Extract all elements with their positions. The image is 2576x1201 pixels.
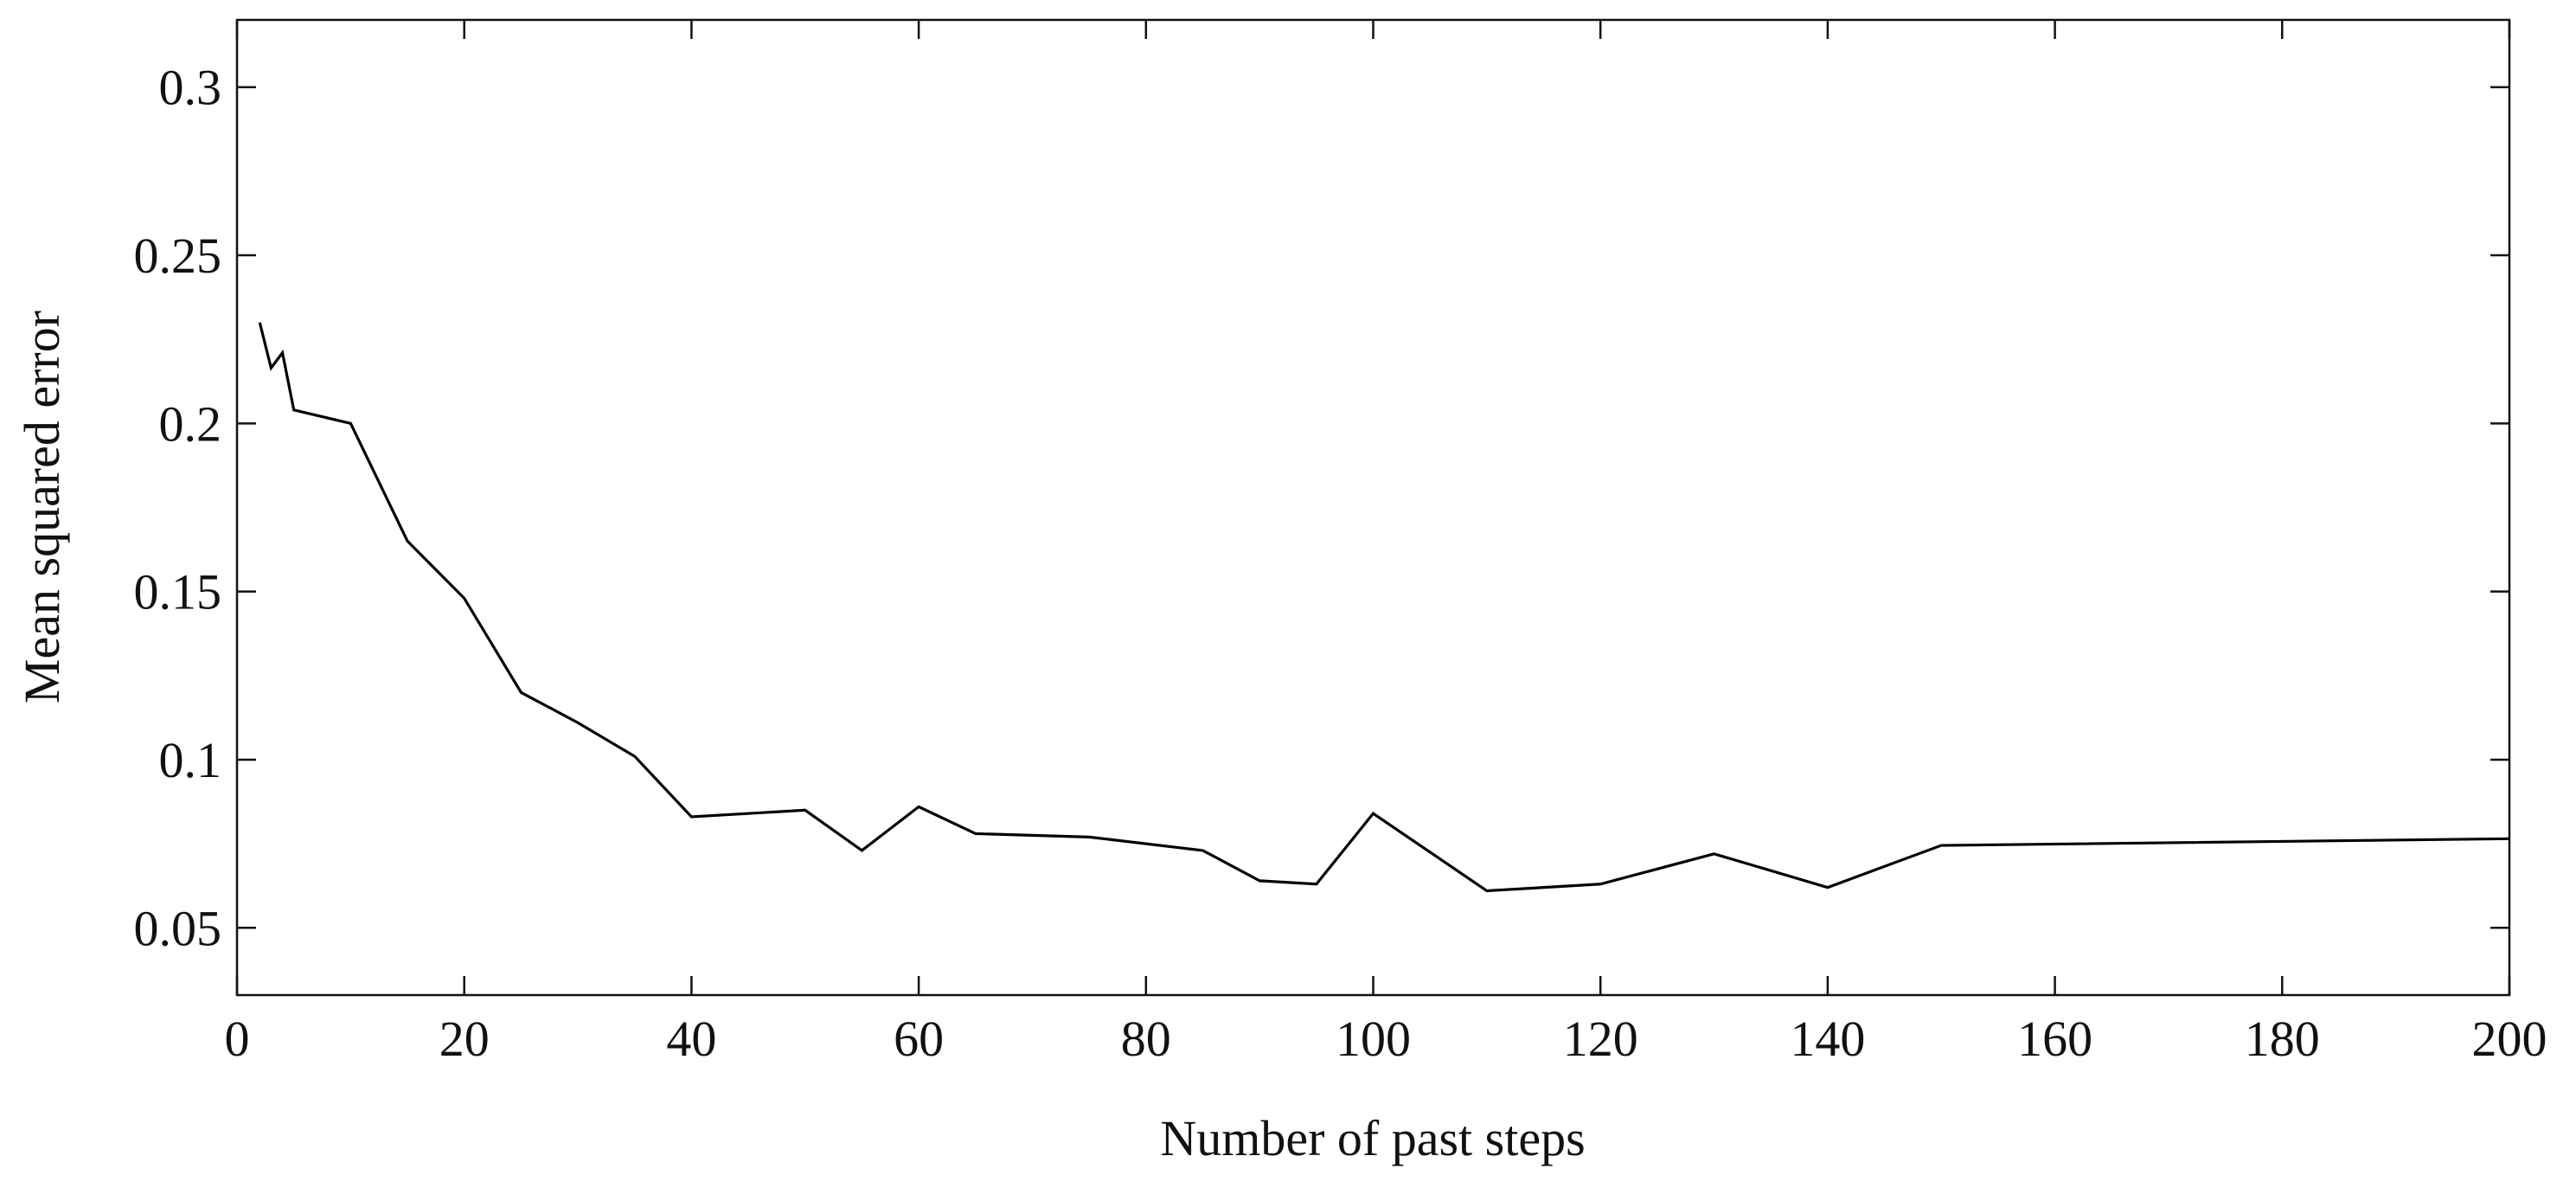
x-tick-label: 0 <box>225 1011 250 1067</box>
x-tick-label: 140 <box>1790 1011 1865 1067</box>
y-tick-label: 0.05 <box>134 900 222 956</box>
x-tick-label: 100 <box>1336 1011 1411 1067</box>
x-tick-label: 80 <box>1121 1011 1171 1067</box>
data-line <box>258 322 2510 893</box>
y-tick-label: 0.3 <box>159 60 222 116</box>
x-axis-label: Number of past steps <box>1160 1110 1585 1166</box>
x-tick-label: 40 <box>666 1011 716 1067</box>
y-axis-label: Mean squared error <box>14 311 70 703</box>
x-tick-label: 120 <box>1563 1011 1638 1067</box>
x-tick-label: 160 <box>2017 1011 2092 1067</box>
y-tick-label: 0.2 <box>159 395 222 452</box>
y-tick-label: 0.15 <box>134 564 222 620</box>
x-tick-label: 60 <box>894 1011 944 1067</box>
y-tick-label: 0.1 <box>159 732 222 788</box>
x-tick-label: 180 <box>2245 1011 2320 1067</box>
y-tick-label: 0.25 <box>134 228 222 284</box>
x-tick-label: 20 <box>439 1011 490 1067</box>
x-tick-label: 200 <box>2472 1011 2547 1067</box>
plot-frame <box>235 18 2511 997</box>
